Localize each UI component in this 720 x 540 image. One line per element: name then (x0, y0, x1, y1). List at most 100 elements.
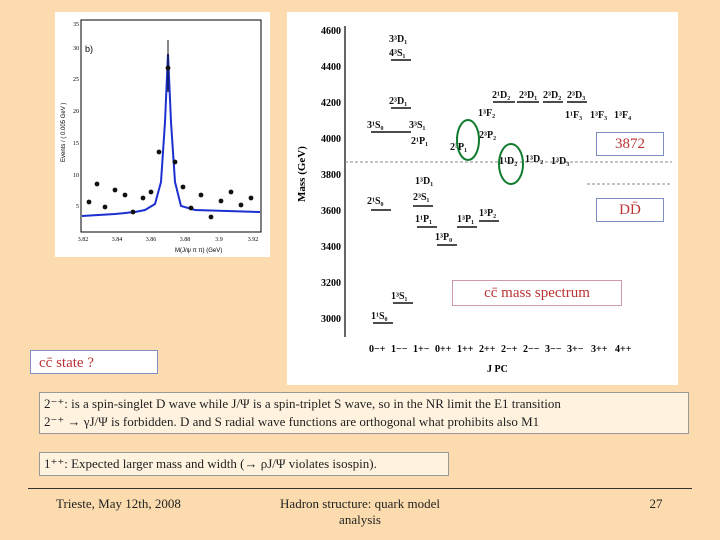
state-label: 1¹S₀ (371, 311, 388, 322)
state-label: 1³P₀ (435, 232, 452, 243)
x3872-label: 3872 (596, 132, 664, 156)
histogram-point (156, 149, 162, 155)
charmonium-spectrum: Mass (GeV) 4600 4400 4200 4000 3800 3600… (287, 12, 678, 385)
histogram-y-label: Events / ( 0.005 GeV ) (61, 103, 67, 162)
spectrum-state-labels: 3³D₁ 4³S₁ 2³D₁ 3¹S₀ 3³S₁ 2¹P₁ 2³P₁ 2³P₂ … (367, 34, 631, 322)
histogram-y-tick: 30 (73, 46, 79, 52)
state-label: 1³D₂ (525, 154, 543, 165)
invariant-mass-histogram: b) Events / ( 0.005 GeV ) M(J/ψ π π) (Ge… (55, 12, 270, 257)
question-box: cc̄ state ? (30, 350, 158, 374)
state-label: 2³D₁ (519, 90, 537, 101)
histogram-point (218, 198, 224, 204)
histogram-y-tick: 5 (76, 204, 79, 210)
histogram-data-points (86, 65, 254, 220)
spectrum-y-tick: 4400 (321, 62, 341, 73)
histogram-point (238, 202, 244, 208)
histogram-x-ticks: 3.82 3.84 3.86 3.88 3.9 3.92 (78, 237, 259, 243)
spectrum-y-tick: 3400 (321, 242, 341, 253)
histogram-y-tick: 25 (73, 77, 79, 83)
jpc-value: 0++ (435, 344, 452, 355)
state-label: 1³D₃ (551, 156, 569, 167)
x3872-candidate-circle-right (498, 143, 524, 185)
spectrum-level-lines (371, 59, 587, 324)
state-label: 1³S₁ (391, 291, 408, 302)
jpc-value: 0−+ (369, 344, 386, 355)
spectrum-y-tick: 4600 (321, 26, 341, 37)
note-box: 1⁺⁺: Expected larger mass and width (→ ρ… (39, 452, 449, 476)
histogram-x-tick: 3.92 (248, 237, 259, 243)
state-label: 2³S₁ (413, 192, 430, 203)
jpc-value: 2−+ (501, 344, 518, 355)
histogram-point (198, 192, 204, 198)
jpc-value: 1++ (457, 344, 474, 355)
caption-line: 2⁻⁺: is a spin-singlet D wave while J/Ψ … (44, 396, 561, 411)
histogram-y-tick: 35 (73, 22, 79, 28)
jpc-value: 4++ (615, 344, 632, 355)
state-label: 4³S₁ (389, 48, 406, 59)
spectrum-title-box: cc̄ mass spectrum (452, 280, 622, 306)
spectrum-y-tick: 4200 (321, 98, 341, 109)
histogram-point (228, 189, 234, 195)
histogram-y-tick: 20 (73, 109, 79, 115)
spectrum-y-tick: 4000 (321, 134, 341, 145)
histogram-point (180, 184, 186, 190)
spectrum-svg: Mass (GeV) 4600 4400 4200 4000 3800 3600… (296, 26, 672, 375)
footer-rule (28, 488, 692, 489)
histogram-y-tick: 10 (73, 173, 79, 179)
dd-threshold-label: DD̄ (596, 198, 664, 222)
histogram-svg: b) Events / ( 0.005 GeV ) M(J/ψ π π) (Ge… (61, 19, 262, 254)
histogram-point (102, 204, 108, 210)
state-label: 3¹S₀ (367, 120, 384, 131)
state-label: 1³P₁ (457, 214, 474, 225)
x3872-candidate-circle-left (456, 119, 480, 161)
spectrum-y-label: Mass (GeV) (296, 146, 308, 202)
histogram-y-ticks: 5 10 15 20 25 30 35 (73, 22, 79, 210)
spectrum-y-ticks: 4600 4400 4200 4000 3800 3600 3400 3200 … (321, 26, 341, 325)
state-label: 2³P₂ (479, 130, 496, 141)
state-label: 1¹F₃ (565, 110, 582, 121)
page-number: 27 (649, 496, 663, 511)
histogram-point (208, 214, 214, 220)
state-label: 2³D₁ (389, 96, 407, 107)
caption-line: 2⁻⁺ → γJ/Ψ is forbidden. D and S radial … (44, 414, 540, 429)
footer-center: Hadron structure: quark model analysis (250, 496, 470, 528)
spectrum-y-tick: 3800 (321, 170, 341, 181)
histogram-point (130, 209, 136, 215)
state-label: 2¹D₂ (492, 90, 510, 101)
footer-center-line: Hadron structure: quark model (280, 496, 440, 511)
histogram-x-tick: 3.84 (112, 237, 123, 243)
state-label: 3³D₁ (389, 34, 407, 45)
jpc-value: 3−− (545, 344, 562, 355)
jpc-labels: 0−+ 1−− 1+− 0++ 1++ 2++ 2−+ 2−− 3−− 3+− … (369, 344, 632, 355)
state-label: 1¹D₂ (499, 156, 517, 167)
histogram-point (172, 159, 178, 165)
state-label: 2³D₂ (543, 90, 561, 101)
spectrum-y-tick: 3600 (321, 206, 341, 217)
jpc-value: 1−− (391, 344, 408, 355)
jpc-axis-label: J PC (487, 364, 508, 375)
state-label: 2³D₃ (567, 90, 585, 101)
histogram-point (112, 187, 118, 193)
histogram-point (86, 199, 92, 205)
jpc-value: 2++ (479, 344, 496, 355)
histogram-point (122, 192, 128, 198)
histogram-point (248, 195, 254, 201)
jpc-value: 3+− (567, 344, 584, 355)
histogram-point (140, 195, 146, 201)
histogram-point (94, 181, 100, 187)
state-label: 1³D₁ (415, 176, 433, 187)
state-label: 1³F₂ (478, 108, 495, 119)
histogram-panel-label: b) (85, 44, 93, 54)
state-label: 2¹P₁ (411, 136, 428, 147)
histogram-x-label: M(J/ψ π π) (GeV) (175, 248, 222, 254)
histogram-point (188, 205, 194, 211)
caption-box: 2⁻⁺: is a spin-singlet D wave while J/Ψ … (39, 392, 689, 434)
jpc-value: 1+− (413, 344, 430, 355)
spectrum-y-tick: 3200 (321, 278, 341, 289)
state-label: 1³F₄ (614, 110, 631, 121)
jpc-value: 3++ (591, 344, 608, 355)
state-label: 1³P₂ (479, 208, 496, 219)
jpc-value: 2−− (523, 344, 540, 355)
state-label: 1¹P₁ (415, 214, 432, 225)
histogram-y-tick: 15 (73, 141, 79, 147)
